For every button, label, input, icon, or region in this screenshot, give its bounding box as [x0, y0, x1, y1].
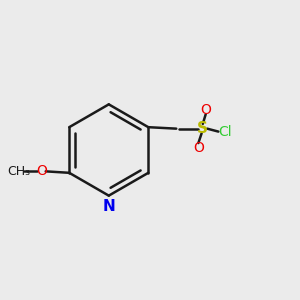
Text: O: O: [36, 164, 47, 178]
Text: S: S: [197, 121, 208, 136]
Text: O: O: [200, 103, 211, 116]
Text: N: N: [102, 199, 115, 214]
Text: O: O: [193, 141, 204, 155]
Text: CH₃: CH₃: [8, 165, 31, 178]
Text: Cl: Cl: [218, 124, 232, 139]
